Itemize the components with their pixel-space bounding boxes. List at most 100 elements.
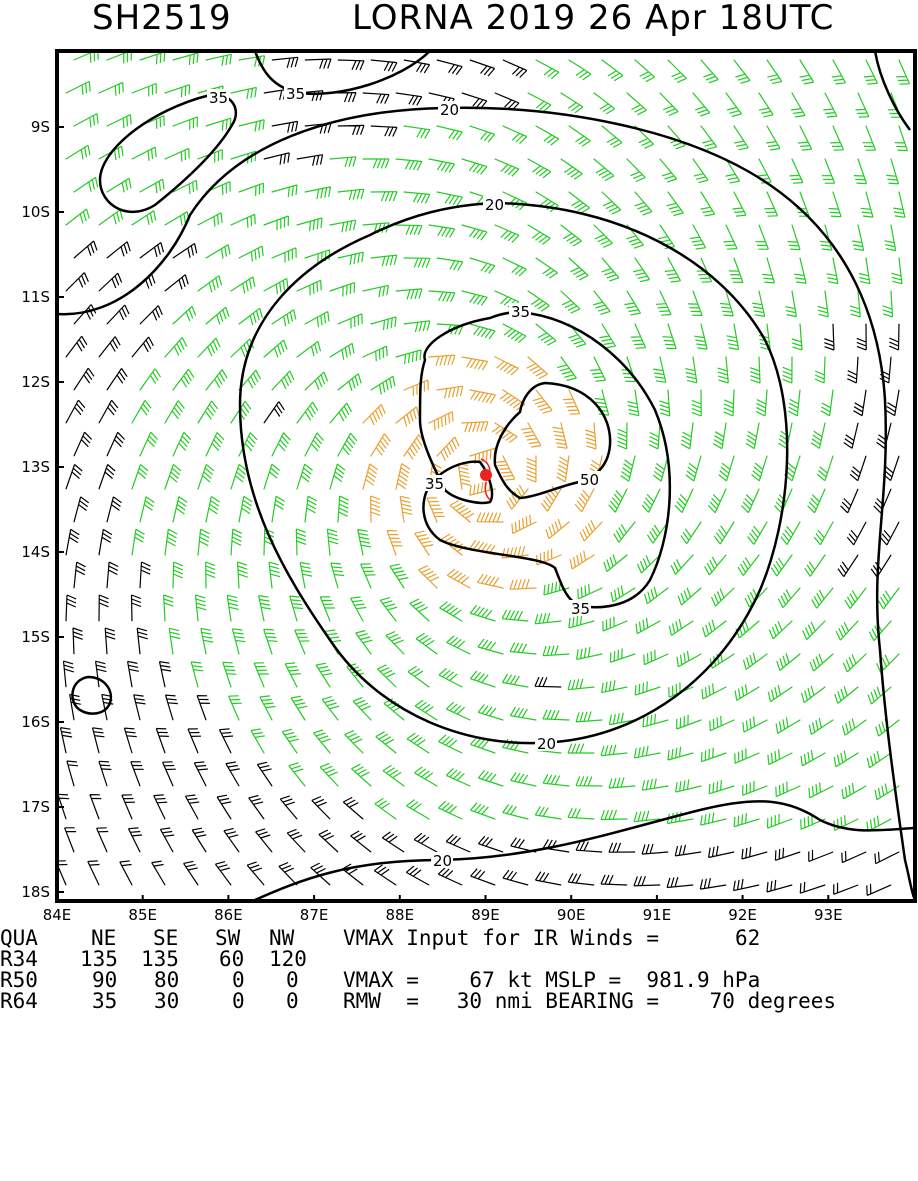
lon-label: 86E	[214, 906, 243, 924]
wind-barb	[263, 277, 289, 295]
axis-labels: 84E 85E 86E 87E 88E 89E 90E 91E 92E 93E 9S 10S 11S 12…	[21, 118, 842, 924]
wind-barb	[288, 762, 306, 787]
wind-barb	[163, 594, 174, 622]
wind-barb	[733, 59, 751, 84]
value-nw: 0	[286, 989, 299, 1013]
wind-barb	[708, 780, 735, 795]
wind-barb	[193, 761, 208, 787]
wind-barb	[545, 518, 570, 540]
wind-barb	[644, 586, 669, 605]
wind-barb	[205, 496, 221, 523]
row-label: R50	[0, 968, 38, 992]
wind-barb	[238, 307, 263, 326]
wind-barb	[469, 605, 496, 622]
wind-barb	[139, 431, 159, 457]
wind-barb	[299, 561, 313, 589]
wind-barb	[696, 257, 713, 283]
wind-barb	[634, 59, 655, 83]
wind-barb	[780, 521, 801, 545]
wind-barb	[655, 290, 672, 316]
wind-barb	[337, 188, 365, 201]
wind-barb	[677, 587, 702, 606]
wind-barb	[197, 275, 223, 293]
wind-barb	[794, 257, 807, 284]
wind-barb	[436, 125, 463, 141]
wind-barb	[238, 245, 264, 262]
wind-barb	[342, 863, 364, 886]
wind-barb	[774, 847, 801, 861]
wind-barb	[381, 831, 405, 853]
wind-barb	[370, 125, 398, 137]
wind-barb	[608, 842, 636, 853]
wind-barb	[824, 323, 835, 351]
value-ne: 35	[92, 989, 118, 1013]
wind-barb	[131, 528, 145, 556]
column-nw: NW	[269, 926, 295, 950]
wind-barb	[351, 763, 372, 787]
wind-barb	[461, 158, 488, 175]
wind-barb	[197, 463, 215, 490]
wind-barb	[271, 184, 298, 198]
wind-barb	[271, 432, 291, 457]
wind-barb	[476, 512, 504, 523]
wind-barb	[676, 714, 702, 730]
wind-barb	[255, 828, 273, 853]
wind-barb	[574, 488, 595, 513]
wind-barb	[886, 158, 900, 185]
wind-barb	[197, 212, 223, 227]
wind-barb	[96, 827, 109, 853]
info-row-r50: R50 90 80 0 0 VMAX = 67 kt MSLP = 981.9 …	[0, 968, 760, 992]
lat-label: 17S	[21, 798, 50, 816]
wind-barb	[271, 370, 295, 391]
wind-barb	[627, 389, 640, 417]
wind-barb	[853, 158, 868, 185]
wind-barb	[253, 662, 269, 688]
wind-barb	[849, 290, 861, 318]
contour-label: 20	[440, 101, 459, 119]
wind-barb	[830, 125, 845, 151]
wind-barb	[168, 627, 181, 655]
wind-barb	[446, 568, 471, 589]
wind-barb	[552, 422, 568, 449]
contour-label: 50	[580, 471, 599, 489]
wind-barb	[833, 750, 859, 768]
wind-barb	[362, 284, 389, 298]
contour-35-nw	[98, 93, 238, 214]
wind-barb	[436, 323, 464, 335]
wind-barb	[575, 840, 603, 853]
wind-barb	[263, 152, 290, 165]
wind-barb	[799, 881, 826, 894]
wind-barb	[567, 678, 595, 691]
wind-barb	[659, 158, 678, 183]
wind-barb	[802, 620, 826, 641]
wind-barb	[560, 92, 584, 114]
wind-barb	[776, 653, 801, 671]
lon-label: 93E	[814, 906, 843, 924]
wind-barb	[626, 158, 646, 182]
wind-barb	[733, 813, 760, 828]
wind-barbs	[57, 51, 911, 896]
vmax-input-label: VMAX Input for IR Winds =	[343, 926, 660, 950]
wind-barb	[346, 663, 364, 688]
wind-barb	[801, 685, 826, 704]
wind-barb	[271, 495, 286, 523]
wind-barb	[874, 851, 900, 865]
wind-barb	[315, 662, 333, 688]
wind-barb	[725, 92, 742, 118]
wind-barb	[216, 794, 232, 820]
wind-barb	[64, 827, 77, 853]
wind-barb	[106, 51, 132, 64]
wind-barb	[775, 717, 801, 734]
wind-barb	[866, 883, 892, 896]
wind-barb	[329, 92, 357, 103]
wind-barb	[887, 92, 902, 118]
wind-barb	[808, 782, 834, 799]
info-header-row: QUA NE SE SW NW VMAX Input for IR Winds …	[0, 926, 760, 950]
lat-label: 10S	[21, 203, 50, 221]
wind-barb	[621, 356, 636, 383]
wind-barb	[778, 422, 793, 450]
contour-small-sw	[71, 675, 113, 715]
wind-barb	[742, 780, 768, 796]
wind-barb	[543, 580, 570, 596]
wind-barb	[131, 336, 154, 358]
